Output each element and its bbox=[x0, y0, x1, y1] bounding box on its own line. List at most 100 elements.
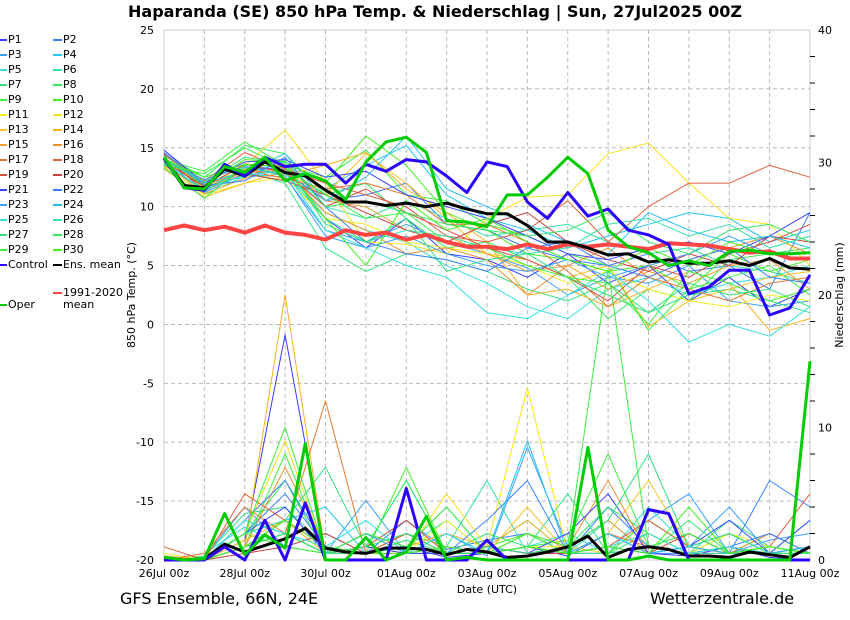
legend-label: P1 bbox=[8, 33, 22, 46]
legend-swatch bbox=[53, 264, 62, 266]
legend-swatch bbox=[53, 144, 62, 146]
legend-item: P6 bbox=[53, 64, 77, 76]
y-tick-label: -20 bbox=[136, 554, 154, 567]
legend-label: P28 bbox=[63, 228, 84, 241]
legend-item: Ens. mean bbox=[53, 259, 121, 271]
legend-swatch bbox=[0, 39, 7, 41]
legend-item: P10 bbox=[53, 94, 84, 106]
legend-swatch bbox=[0, 54, 7, 56]
series-temp-p15 bbox=[163, 162, 811, 290]
legend-item: P16 bbox=[53, 139, 84, 151]
legend-item: P7 bbox=[0, 79, 22, 91]
legend-label: P9 bbox=[8, 93, 22, 106]
legend-item: P2 bbox=[53, 34, 77, 46]
legend-label: P29 bbox=[8, 243, 29, 256]
x-axis-label: Date (UTC) bbox=[457, 583, 517, 596]
legend-swatch bbox=[0, 304, 7, 306]
legend-item: P29 bbox=[0, 244, 29, 256]
legend-swatch bbox=[0, 249, 7, 251]
footer-source: Wetterzentrale.de bbox=[650, 589, 795, 608]
legend-item: P15 bbox=[0, 139, 29, 151]
legend-item: P1 bbox=[0, 34, 22, 46]
legend-label: P8 bbox=[63, 78, 77, 91]
series-precip-ens-mean bbox=[163, 526, 811, 562]
series-temp-1991-2020-mean bbox=[163, 223, 810, 261]
legend-label: P14 bbox=[63, 123, 84, 136]
series-temp-control bbox=[162, 155, 812, 317]
legend-item: Control bbox=[0, 259, 48, 271]
legend-label: P6 bbox=[63, 63, 77, 76]
y-tick-label: 25 bbox=[140, 24, 154, 37]
legend-label: Control bbox=[8, 258, 48, 271]
legend-label: Ens. mean bbox=[63, 258, 121, 271]
x-tick-label: 26Jul 00z bbox=[139, 567, 190, 580]
legend-swatch bbox=[0, 84, 7, 86]
legend-label: P11 bbox=[8, 108, 29, 121]
legend-swatch bbox=[53, 114, 62, 116]
legend-swatch bbox=[53, 69, 62, 71]
footer-model-info: GFS Ensemble, 66N, 24E bbox=[120, 589, 319, 608]
legend-item: P30 bbox=[53, 244, 84, 256]
legend-item: P19 bbox=[0, 169, 29, 181]
series-precip-oper bbox=[163, 361, 812, 562]
legend-item: P21 bbox=[0, 184, 29, 196]
legend-item: Oper bbox=[0, 299, 35, 311]
legend-item: P26 bbox=[53, 214, 84, 226]
legend-swatch bbox=[53, 159, 62, 161]
legend-label: P3 bbox=[8, 48, 22, 61]
legend-swatch bbox=[0, 234, 7, 236]
legend-swatch bbox=[53, 84, 62, 86]
legend-label: P27 bbox=[8, 228, 29, 241]
legend-label: P16 bbox=[63, 138, 84, 151]
legend-item: P18 bbox=[53, 154, 84, 166]
legend-item: P14 bbox=[53, 124, 84, 136]
legend-item: P3 bbox=[0, 49, 22, 61]
legend-label: P17 bbox=[8, 153, 29, 166]
legend-swatch bbox=[53, 129, 62, 131]
legend-label: P5 bbox=[8, 63, 22, 76]
series-temp-oper bbox=[162, 135, 811, 268]
legend-item: P9 bbox=[0, 94, 22, 106]
legend-swatch bbox=[53, 292, 62, 294]
x-tick-label: 05Aug 00z bbox=[538, 567, 597, 580]
legend-item: P11 bbox=[0, 109, 29, 121]
legend-item: P28 bbox=[53, 229, 84, 241]
legend-label: P12 bbox=[63, 108, 84, 121]
legend-label: P4 bbox=[63, 48, 77, 61]
legend-item: P23 bbox=[0, 199, 29, 211]
legend-label: P15 bbox=[8, 138, 29, 151]
y-tick-label: 0 bbox=[147, 318, 154, 331]
legend-swatch bbox=[0, 219, 7, 221]
legend-swatch bbox=[0, 129, 7, 131]
x-tick-label: 11Aug 00z bbox=[781, 567, 840, 580]
legend-label: P24 bbox=[63, 198, 84, 211]
legend-label: P13 bbox=[8, 123, 29, 136]
legend-label: P2 bbox=[63, 33, 77, 46]
legend-label: P22 bbox=[63, 183, 84, 196]
x-tick-label: 30Jul 00z bbox=[300, 567, 351, 580]
legend-item: P8 bbox=[53, 79, 77, 91]
legend-swatch bbox=[53, 189, 62, 191]
legend-item: P12 bbox=[53, 109, 84, 121]
x-tick-label: 09Aug 00z bbox=[700, 567, 759, 580]
legend-item: P25 bbox=[0, 214, 29, 226]
y-tick-label: -5 bbox=[143, 377, 154, 390]
legend-label: P23 bbox=[8, 198, 29, 211]
legend-label: 1991-2020 mean bbox=[63, 287, 123, 311]
legend-swatch bbox=[0, 204, 7, 206]
x-tick-label: 03Aug 00z bbox=[458, 567, 517, 580]
legend-label: P18 bbox=[63, 153, 84, 166]
legend-swatch bbox=[53, 234, 62, 236]
legend-item: P27 bbox=[0, 229, 29, 241]
legend-item: P13 bbox=[0, 124, 29, 136]
y-tick-label: 20 bbox=[140, 83, 154, 96]
legend-item: P22 bbox=[53, 184, 84, 196]
y-tick-label: 15 bbox=[140, 142, 154, 155]
legend-item: 1991-2020 mean bbox=[53, 287, 123, 311]
legend-label: P10 bbox=[63, 93, 84, 106]
legend-swatch bbox=[53, 204, 62, 206]
y-tick-label: 10 bbox=[140, 201, 154, 214]
legend-label-line: 1991-2020 bbox=[63, 286, 123, 299]
legend-label: Oper bbox=[8, 298, 35, 311]
